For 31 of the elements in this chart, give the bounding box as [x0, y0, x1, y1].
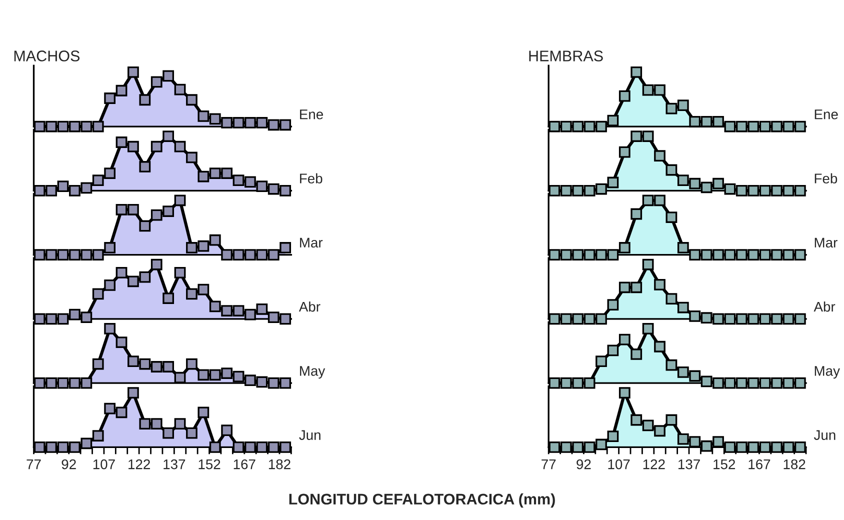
x-tick-label: 182: [268, 459, 290, 470]
x-tick-label: 92: [576, 459, 591, 470]
x-tick-label: 77: [26, 460, 41, 470]
series-label: May: [814, 366, 840, 379]
x-tick-label: 107: [608, 459, 630, 470]
series-label: Mar: [814, 238, 838, 248]
x-tick-label: 92: [62, 459, 76, 470]
series-label: Mar: [300, 238, 323, 248]
series-label: Abr: [814, 301, 836, 312]
chart-title: MACHOS: [14, 50, 80, 62]
x-tick-label: 152: [198, 459, 220, 470]
x-tick-label: 167: [748, 459, 770, 470]
x-tick-label: 122: [643, 459, 665, 470]
x-tick-label: 77: [542, 460, 556, 470]
series-label: Jun: [299, 430, 320, 440]
x-tick-label: 122: [128, 459, 150, 470]
x-tick-label: 167: [234, 459, 256, 470]
series-label: Abr: [298, 301, 320, 312]
x-axis-title: LONGITUD CEFALOTORACICA (mm): [289, 493, 555, 508]
series-label: Feb: [300, 173, 322, 184]
series-label: Feb: [814, 173, 838, 184]
chart-title: HEMBRAS: [529, 50, 603, 62]
x-tick-label: 152: [714, 459, 736, 470]
x-tick-label: 137: [678, 459, 700, 470]
series-label: Ene: [814, 110, 838, 120]
series-label: Jun: [814, 430, 836, 440]
series-label: May: [300, 366, 326, 379]
x-tick-label: 137: [164, 459, 186, 470]
series-label: Ene: [300, 110, 323, 120]
x-tick-label: 107: [93, 459, 115, 470]
x-tick-label: 182: [784, 459, 806, 470]
